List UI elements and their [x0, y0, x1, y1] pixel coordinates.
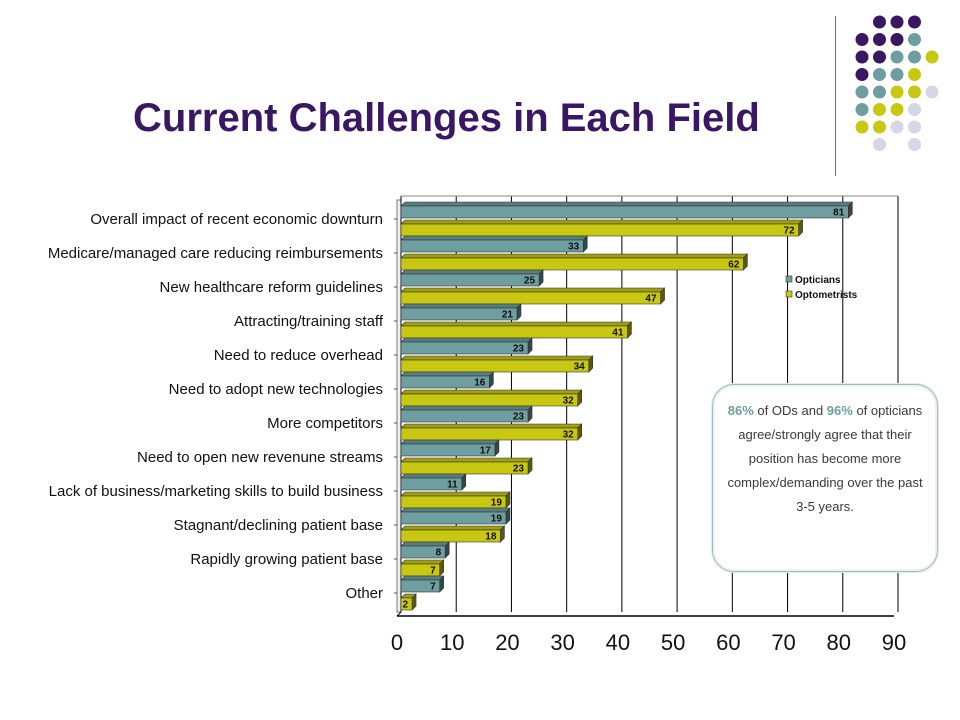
- x-tick-label: 30: [550, 630, 574, 655]
- data-label: 8: [436, 548, 442, 559]
- bar: [400, 507, 511, 525]
- data-label: 23: [513, 344, 525, 355]
- data-label: 21: [502, 310, 514, 321]
- data-label: 72: [783, 226, 795, 237]
- bar: [400, 235, 588, 253]
- x-tick-label: 70: [771, 630, 795, 655]
- bar: [400, 337, 533, 355]
- category-label: New healthcare reform guidelines: [160, 279, 383, 296]
- category-label: Lack of business/marketing skills to bui…: [49, 483, 383, 500]
- legend: Opticians Optometrists: [785, 275, 858, 301]
- data-label: 16: [474, 378, 486, 389]
- legend-label: Optometrists: [795, 290, 858, 301]
- bar: [400, 525, 506, 543]
- data-label: 34: [574, 362, 586, 373]
- title-divider: [835, 16, 836, 176]
- x-tick-label: 50: [661, 630, 685, 655]
- bar: [400, 575, 445, 593]
- bar: [400, 541, 450, 559]
- bar: [400, 201, 854, 219]
- slide-title: Current Challenges in Each Field: [133, 96, 760, 140]
- x-tick-label: 0: [391, 630, 403, 655]
- data-label: 18: [485, 532, 497, 543]
- data-label: 19: [491, 514, 503, 525]
- bar: [400, 371, 495, 389]
- category-label: Need to open new revenune streams: [137, 449, 383, 466]
- data-label: 7: [430, 566, 436, 577]
- x-tick-label: 40: [606, 630, 630, 655]
- bar: [400, 355, 594, 373]
- callout-text-1: of ODs and: [753, 403, 827, 418]
- bar: [400, 491, 511, 509]
- legend-swatch: [785, 275, 793, 283]
- data-label: 81: [833, 208, 845, 219]
- legend-label: Opticians: [795, 275, 841, 286]
- x-tick-label: 90: [882, 630, 906, 655]
- data-label: 19: [491, 498, 503, 509]
- x-tick-label: 10: [440, 630, 464, 655]
- bar: [400, 559, 445, 577]
- bar: [400, 389, 583, 407]
- data-label: 25: [524, 276, 536, 287]
- bar: [400, 287, 666, 305]
- x-tick-label: 60: [716, 630, 740, 655]
- bar: [400, 423, 583, 441]
- data-label: 2: [402, 600, 408, 611]
- category-label: More competitors: [267, 415, 383, 432]
- category-label: Need to adopt new technologies: [169, 381, 383, 398]
- bar: [400, 303, 522, 321]
- data-label: 23: [513, 464, 525, 475]
- x-tick-label: 20: [495, 630, 519, 655]
- category-label: Overall impact of recent economic downtu…: [90, 211, 383, 228]
- category-label: Rapidly growing patient base: [190, 551, 383, 568]
- data-label: 7: [430, 582, 436, 593]
- bar: [400, 219, 804, 237]
- bar: [400, 439, 500, 457]
- data-label: 33: [568, 242, 580, 253]
- data-label: 17: [480, 446, 492, 457]
- category-label: Other: [345, 585, 383, 602]
- x-axis-corner: [396, 611, 402, 617]
- legend-swatch: [785, 290, 793, 298]
- callout-text-2: of opticians agree/strongly agree that t…: [727, 403, 923, 514]
- callout-ods-percent: 86%: [727, 403, 754, 418]
- bar: [400, 269, 544, 287]
- category-label: Stagnant/declining patient base: [174, 517, 383, 534]
- bar: [400, 473, 467, 491]
- axis-wall: [396, 199, 402, 613]
- callout-opticians-percent: 96%: [826, 403, 853, 418]
- data-label: 41: [612, 328, 624, 339]
- data-label: 32: [563, 396, 575, 407]
- bar: [400, 457, 533, 475]
- data-label: 62: [728, 260, 740, 271]
- x-tick-label: 80: [827, 630, 851, 655]
- callout-box: 86% of ODs and 96% of opticians agree/st…: [712, 384, 938, 572]
- category-label: Need to reduce overhead: [214, 347, 383, 364]
- data-label: 47: [645, 294, 657, 305]
- data-label: 23: [513, 412, 525, 423]
- bar: [400, 593, 417, 611]
- bar: [400, 405, 533, 423]
- category-label: Attracting/training staff: [234, 313, 384, 330]
- bar: [400, 321, 633, 339]
- category-label: Medicare/managed care reducing reimburse…: [48, 245, 383, 262]
- data-label: 32: [563, 430, 575, 441]
- bar: [400, 253, 749, 271]
- data-label: 11: [447, 480, 458, 491]
